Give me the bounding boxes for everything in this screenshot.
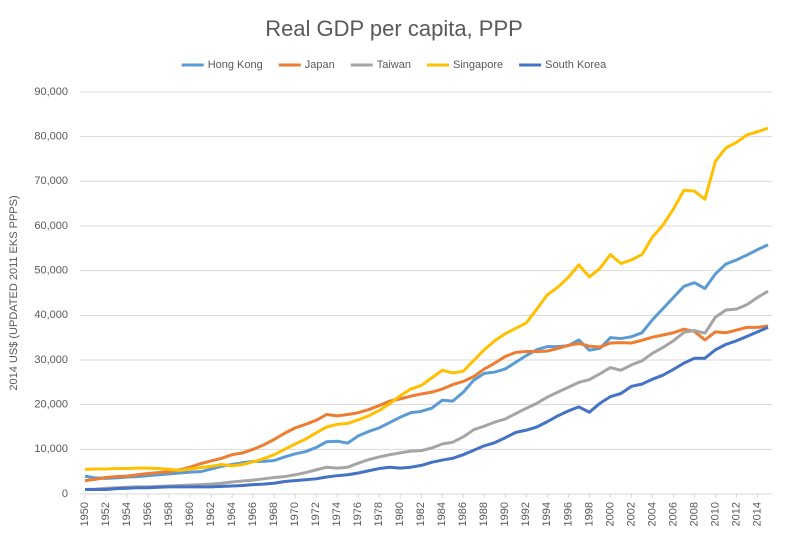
legend-label: Taiwan [377, 59, 411, 71]
series-line [85, 326, 769, 492]
x-tick-label: 1980 [394, 502, 406, 526]
x-tick-label: 1960 [184, 502, 196, 526]
x-tick-label: 1994 [541, 502, 553, 526]
y-axis-label: 2014 US$ (UPDATED 2011 EKS PPPS) [8, 195, 20, 390]
x-tick-label: 1954 [121, 502, 133, 526]
y-tick-label: 90,000 [34, 86, 68, 98]
x-tick-label: 2014 [751, 502, 763, 526]
y-tick-label: 60,000 [34, 220, 68, 232]
x-tick-label: 1950 [79, 502, 91, 526]
x-tick-label: 1976 [352, 502, 364, 526]
x-tick-label: 1962 [205, 502, 217, 526]
x-tick-label: 1970 [289, 502, 301, 526]
x-tick-label: 1984 [436, 502, 448, 526]
x-tick-label: 2002 [625, 502, 637, 526]
x-tick-label: 1996 [562, 502, 574, 526]
x-tick-label: 1988 [478, 502, 490, 526]
y-tick-label: 10,000 [34, 443, 68, 455]
legend: Hong Kong Japan Taiwan Singapore South Korea [181, 59, 607, 71]
legend-label: Singapore [453, 59, 503, 71]
x-tick-label: 2000 [604, 502, 616, 526]
x-tick-label: 1998 [583, 502, 595, 526]
series-line [84, 289, 769, 492]
x-tick-label: 1990 [499, 502, 511, 526]
y-tick-label: 40,000 [34, 309, 68, 321]
y-tick-label: 20,000 [34, 399, 68, 411]
x-tick-label: 1974 [331, 502, 343, 526]
legend-label: Hong Kong [208, 59, 263, 71]
x-tick-label: 2006 [667, 502, 679, 526]
x-tick-label: 1958 [163, 502, 175, 526]
x-tick-label: 2008 [688, 502, 700, 526]
x-tick-label: 2012 [730, 502, 742, 526]
y-tick-label: 0 [62, 488, 68, 500]
y-tick-label: 30,000 [34, 354, 68, 366]
chart-title: Real GDP per capita, PPP [265, 16, 523, 41]
y-tick-label: 70,000 [34, 175, 68, 187]
x-tick-label: 1982 [415, 502, 427, 526]
x-tick-label: 1968 [268, 502, 280, 526]
x-tick-label: 2010 [709, 502, 721, 526]
x-tick-label: 1966 [247, 502, 259, 526]
y-tick-label: 80,000 [34, 131, 68, 143]
x-tick-label: 1986 [457, 502, 469, 526]
x-tick-label: 1964 [226, 502, 238, 526]
series-line [84, 243, 769, 480]
x-tick-label: 1952 [100, 502, 112, 526]
series-line [84, 324, 769, 483]
x-tick-label: 1978 [373, 502, 385, 526]
legend-label: Japan [305, 59, 335, 71]
x-tick-label: 1956 [142, 502, 154, 526]
x-tick-label: 2004 [646, 502, 658, 526]
x-tick-label: 1972 [310, 502, 322, 526]
y-tick-label: 50,000 [34, 265, 68, 277]
series-line [84, 126, 769, 472]
x-tick-label: 1992 [520, 502, 532, 526]
legend-label: South Korea [545, 59, 607, 71]
